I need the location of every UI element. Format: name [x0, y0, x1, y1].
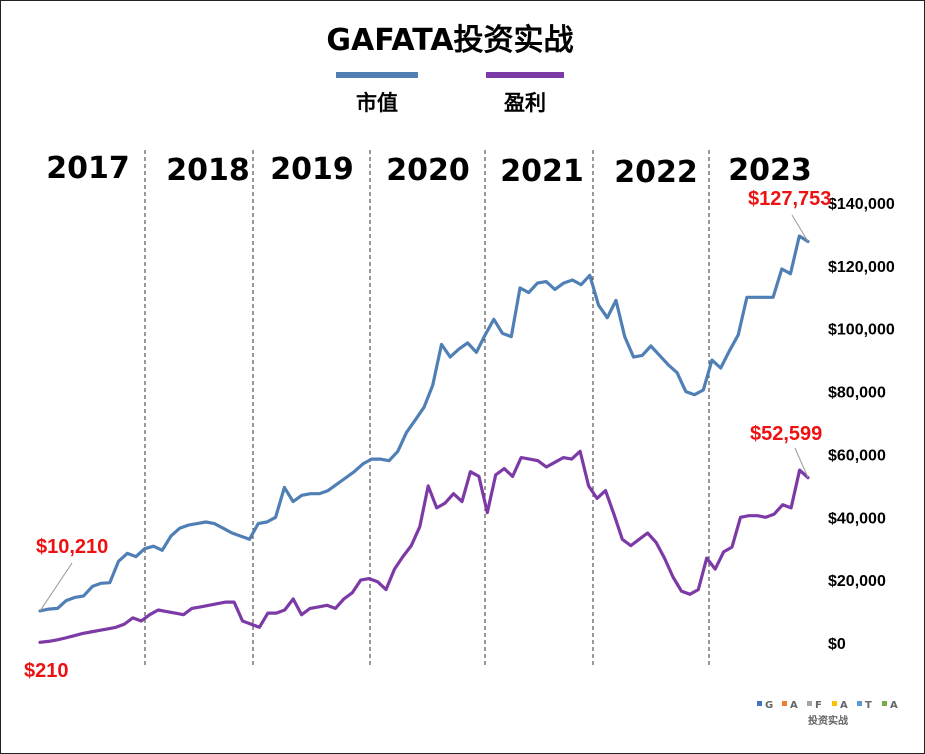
year-label: 2021 — [500, 154, 584, 189]
annotation-label: $127,753 — [748, 188, 831, 210]
watermark-swatch — [857, 701, 862, 706]
watermark-swatch — [882, 701, 887, 706]
year-label: 2023 — [728, 153, 812, 188]
y-tick-label: $20,000 — [828, 573, 886, 590]
watermark-letter: A — [790, 700, 798, 711]
watermark-letter: F — [815, 700, 822, 711]
y-tick-label: $100,000 — [828, 322, 895, 339]
series-lines — [38, 234, 810, 644]
legend-swatch-market-value — [336, 72, 418, 78]
year-label: 2022 — [614, 155, 698, 190]
y-tick-label: $60,000 — [828, 447, 886, 464]
legend-label-profit: 盈利 — [503, 91, 546, 115]
annotations: $10,210 $127,753 $210 $52,599 — [24, 188, 831, 682]
annotation-leader-line — [794, 447, 809, 478]
watermark-letter: T — [865, 700, 872, 711]
annotation-label: $10,210 — [36, 536, 108, 558]
watermark-letter: G — [765, 700, 773, 711]
watermark-swatch — [807, 701, 812, 706]
year-label: 2018 — [166, 153, 250, 188]
annotation-label: $210 — [24, 660, 69, 682]
y-tick-label: $80,000 — [828, 385, 886, 402]
watermark-letter: A — [890, 700, 898, 711]
year-labels: 2017 2018 2019 2020 2021 2022 2023 — [46, 151, 812, 190]
year-label: 2020 — [386, 153, 470, 188]
year-separators — [144, 150, 710, 665]
watermark: G A F A T A 投资实战 — [757, 700, 898, 727]
watermark-caption: 投资实战 — [808, 714, 848, 727]
y-tick-label: $120,000 — [828, 259, 895, 276]
annotation-label: $52,599 — [750, 423, 822, 445]
annotation-leader-line — [39, 562, 73, 612]
year-label: 2019 — [270, 152, 354, 187]
y-tick-label: $0 — [828, 636, 846, 653]
y-tick-label: $40,000 — [828, 510, 886, 527]
annotation-leader-line — [791, 214, 809, 242]
chart-title: GAFATA投资实战 — [326, 23, 573, 58]
y-tick-label: $140,000 — [828, 196, 895, 213]
y-axis-ticks: $0 $20,000 $40,000 $60,000 $80,000 $100,000 $1… — [828, 196, 895, 653]
watermark-letter: A — [840, 700, 848, 711]
year-label: 2017 — [46, 151, 130, 186]
legend-label-market-value: 市值 — [356, 91, 398, 115]
legend: 市值 盈利 — [336, 72, 564, 115]
watermark-swatch — [832, 701, 837, 706]
legend-swatch-profit — [486, 72, 564, 78]
watermark-swatch — [757, 701, 762, 706]
watermark-swatch — [782, 701, 787, 706]
series-line-market-value — [38, 234, 810, 613]
series-line-profit — [38, 449, 810, 644]
